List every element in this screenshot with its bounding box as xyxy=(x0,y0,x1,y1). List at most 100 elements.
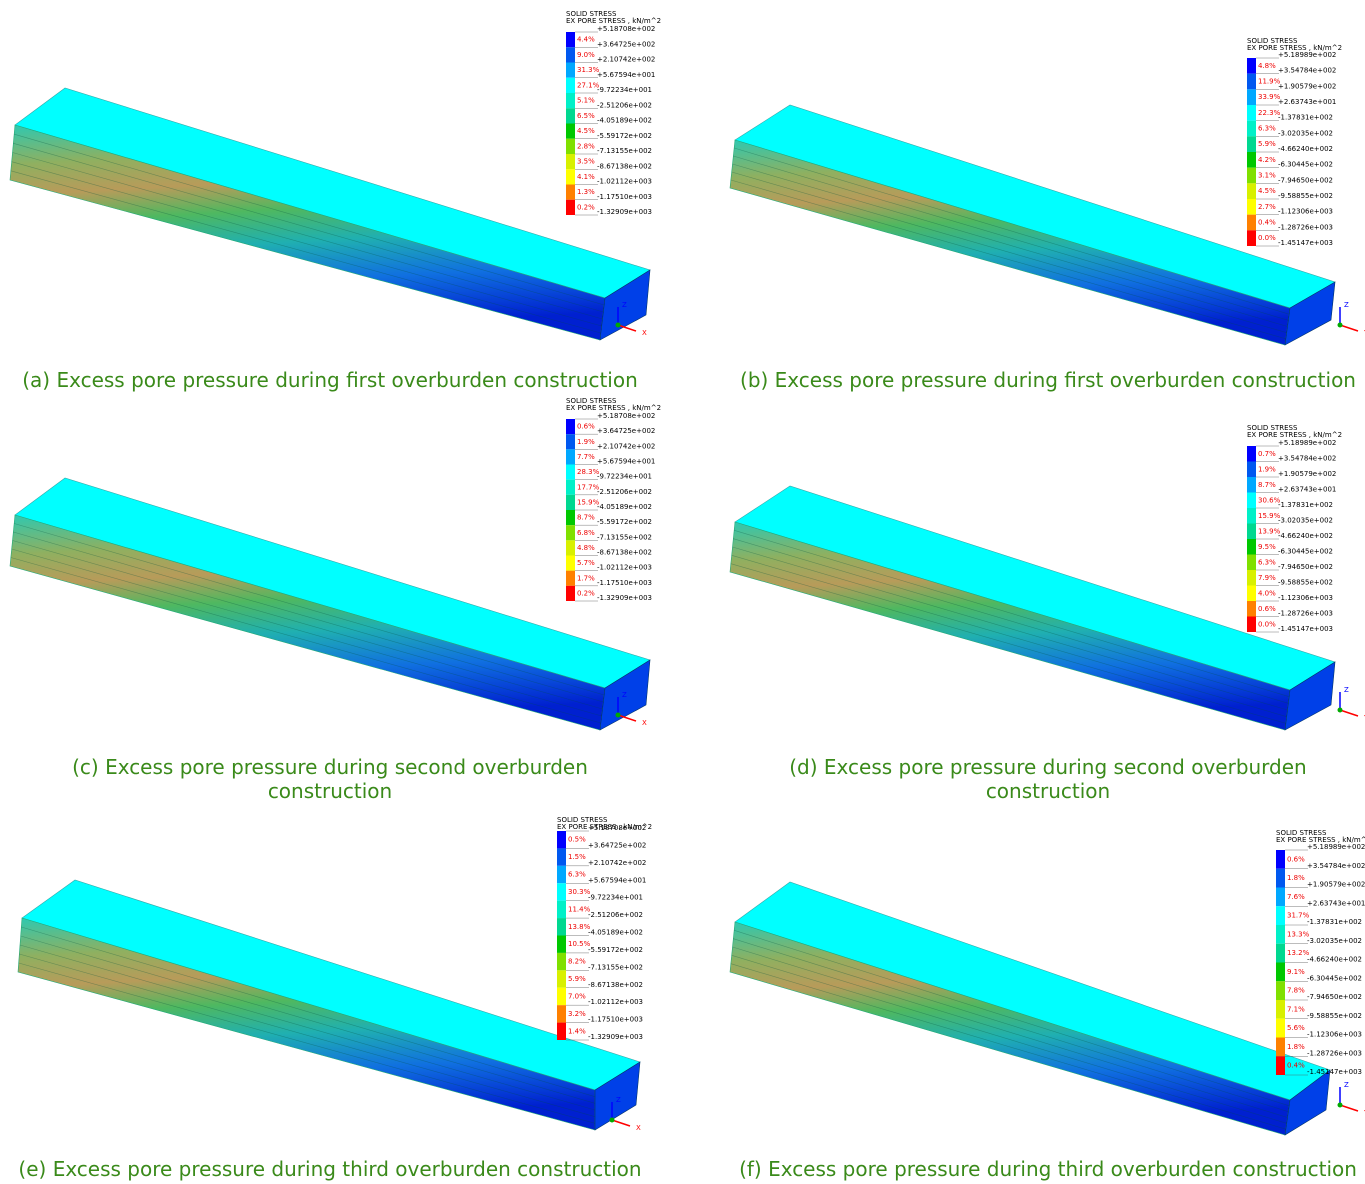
legend-level: -1.28726e+003 xyxy=(1307,1049,1362,1057)
legend-swatch xyxy=(566,47,575,62)
page: ZXSOLID STRESSEX PORE STRESS , kN/m^24.4… xyxy=(0,0,1365,1184)
axis-origin xyxy=(1338,323,1343,328)
legend-level: -1.02112e+003 xyxy=(588,998,643,1006)
legend-level: -1.37831e+002 xyxy=(1278,501,1333,509)
legend-swatch xyxy=(566,200,575,215)
legend: SOLID STRESSEX PORE STRESS , kN/m^24.4%9… xyxy=(566,10,661,216)
legend-percent: 0.7% xyxy=(1258,450,1276,458)
legend-swatch xyxy=(566,510,575,525)
legend-swatch xyxy=(557,970,566,987)
legend-level: -9.72234e+001 xyxy=(597,86,652,94)
legend-level: -1.32909e+003 xyxy=(588,1033,643,1041)
legend-percent: 0.6% xyxy=(577,423,595,431)
legend-level: +1.90579e+002 xyxy=(1307,881,1365,889)
legend-percent: 8.2% xyxy=(568,958,586,966)
legend-percent: 9.0% xyxy=(577,51,595,59)
legend-percent: 1.5% xyxy=(568,853,586,861)
layer-line xyxy=(14,134,604,305)
contour-plot: ZYSOLID STRESSEX PORE STRESS , kN/m^20.7… xyxy=(730,424,1365,730)
legend-percent: 5.7% xyxy=(577,559,595,567)
caption: (c) Excess pore pressure during second o… xyxy=(50,755,610,803)
legend-level: -4.05189e+002 xyxy=(597,117,652,125)
legend-level: +3.54784e+002 xyxy=(1278,455,1336,463)
legend-level: -1.12306e+003 xyxy=(1307,1031,1362,1039)
legend-swatch xyxy=(566,556,575,571)
contour-plot: ZYSOLID STRESSEX PORE STRESS , kN/m^24.8… xyxy=(730,37,1365,345)
legend-percent: 0.6% xyxy=(1258,605,1276,613)
legend-percent: 4.2% xyxy=(1258,156,1276,164)
legend-percent: 1.7% xyxy=(577,574,595,582)
legend-percent: 4.1% xyxy=(577,173,595,181)
axis-h xyxy=(1340,710,1358,716)
contour-plot: ZYSOLID STRESSEX PORE STRESS , kN/m^20.6… xyxy=(730,829,1365,1135)
legend-level: +5.18989e+002 xyxy=(1278,439,1336,447)
legend-swatch xyxy=(557,866,566,883)
legend-level: -4.05189e+002 xyxy=(588,929,643,937)
legend-level: -7.94650e+002 xyxy=(1278,176,1333,184)
legend-level: -1.17510e+003 xyxy=(597,579,652,587)
legend-level: -4.66240e+002 xyxy=(1278,145,1333,153)
legend-percent: 1.8% xyxy=(1287,874,1305,882)
legend-level: -7.94650e+002 xyxy=(1278,563,1333,571)
legend-swatch xyxy=(1247,446,1256,462)
legend-swatch xyxy=(1247,215,1256,231)
legend-percent: 0.0% xyxy=(1258,234,1276,242)
legend-swatch xyxy=(1247,105,1256,121)
legend-swatch xyxy=(1247,58,1256,74)
legend-swatch xyxy=(566,154,575,169)
legend-level: -6.30445e+002 xyxy=(1278,161,1333,169)
legend-level: -5.59172e+002 xyxy=(588,946,643,954)
axis-label: Z xyxy=(1344,686,1349,694)
legend-swatch xyxy=(566,495,575,510)
legend-swatch xyxy=(1276,888,1285,907)
legend-level: -8.67138e+002 xyxy=(588,981,643,989)
legend-level: -2.51206e+002 xyxy=(597,101,652,109)
legend-swatch xyxy=(566,540,575,555)
legend-level: -6.30445e+002 xyxy=(1307,974,1362,982)
layer-line xyxy=(14,524,604,696)
legend-swatch xyxy=(1247,74,1256,90)
legend-level: -9.58855e+002 xyxy=(1307,1012,1362,1020)
legend-percent: 0.4% xyxy=(1287,1062,1305,1070)
legend-percent: 4.8% xyxy=(577,544,595,552)
legend-percent: 5.6% xyxy=(1287,1024,1305,1032)
legend-level: -1.32909e+003 xyxy=(597,208,652,216)
legend-percent: 1.9% xyxy=(577,438,595,446)
legend-percent: 0.4% xyxy=(1258,219,1276,227)
legend-swatch xyxy=(566,465,575,480)
caption: (b) Excess pore pressure during first ov… xyxy=(698,368,1365,392)
axis-label: Z xyxy=(1344,1081,1349,1089)
legend-swatch xyxy=(1276,906,1285,925)
legend-swatch xyxy=(557,901,566,918)
legend-percent: 6.5% xyxy=(577,112,595,120)
legend-percent: 5.9% xyxy=(1258,140,1276,148)
legend-level: -5.59172e+002 xyxy=(597,132,652,140)
legend-swatch xyxy=(1247,199,1256,215)
legend-level: -3.02035e+002 xyxy=(1307,937,1362,945)
axis-origin xyxy=(1338,708,1343,713)
legend-level: +2.10742e+002 xyxy=(597,442,655,450)
legend-level: -9.72234e+001 xyxy=(588,894,643,902)
caption: (a) Excess pore pressure during first ov… xyxy=(0,368,680,392)
legend-swatch xyxy=(1247,121,1256,137)
legend-percent: 6.8% xyxy=(577,529,595,537)
legend-swatch xyxy=(1247,570,1256,586)
legend-swatch xyxy=(566,586,575,601)
legend-swatch xyxy=(566,32,575,47)
legend-percent: 1.4% xyxy=(568,1027,586,1035)
legend-swatch xyxy=(1247,152,1256,168)
axis-label: Z xyxy=(622,301,627,309)
legend-swatch xyxy=(566,434,575,449)
legend-swatch xyxy=(1276,944,1285,963)
legend-level: -1.28726e+003 xyxy=(1278,610,1333,618)
axis-h xyxy=(1340,1105,1358,1111)
legend: SOLID STRESSEX PORE STRESS , kN/m^20.7%1… xyxy=(1247,424,1342,633)
contour-plot: ZXSOLID STRESSEX PORE STRESS , kN/m^24.4… xyxy=(10,10,661,340)
layer-line xyxy=(734,930,1289,1106)
legend-level: +2.63743e+001 xyxy=(1278,98,1336,106)
legend-percent: 8.7% xyxy=(577,514,595,522)
legend-swatch xyxy=(1276,1000,1285,1019)
legend-swatch xyxy=(1276,850,1285,869)
caption: (d) Excess pore pressure during second o… xyxy=(768,755,1328,803)
legend-swatch xyxy=(557,883,566,900)
